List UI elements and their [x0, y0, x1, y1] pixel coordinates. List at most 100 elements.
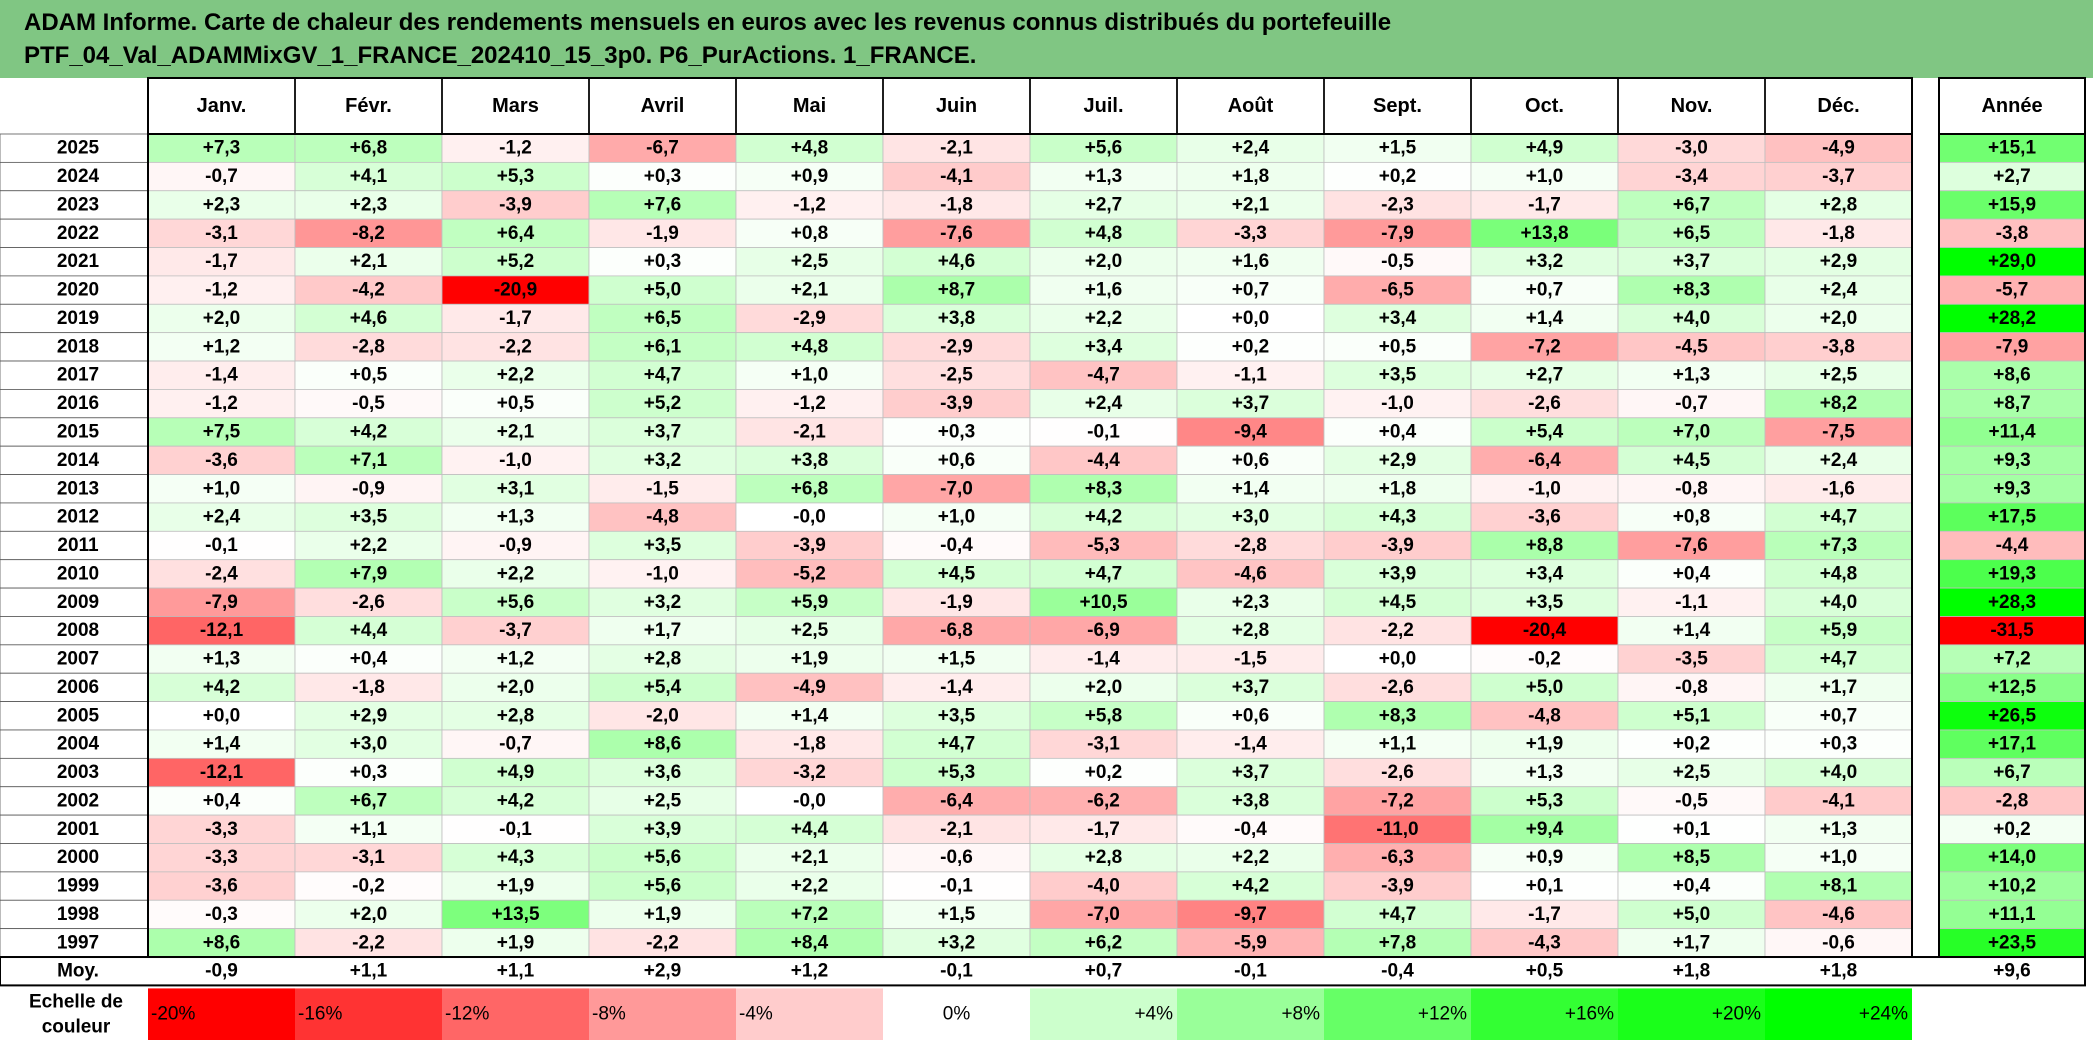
heatmap-cell: [1470, 190, 1619, 220]
heatmap-cell: [1323, 303, 1472, 334]
heatmap-cell: [735, 559, 884, 589]
heatmap-cell: [147, 701, 296, 731]
cell-value-label: -1,0: [499, 450, 532, 471]
heatmap-cell: [735, 502, 884, 532]
cell-value-label: +1,9: [497, 876, 535, 897]
cell-value-label: -3,9: [499, 194, 532, 215]
cell-value-label: +6,8: [350, 138, 388, 159]
cell-value-label: -12,1: [200, 620, 244, 641]
cell-value-label: +8,2: [1820, 393, 1858, 414]
heatmap-cell: [1323, 190, 1472, 220]
heatmap-cell: [1323, 814, 1472, 844]
heatmap-cell: [1176, 871, 1325, 901]
annual-value-label: +14,0: [1988, 847, 2036, 868]
cell-value-label: +0,4: [1673, 876, 1711, 897]
scale-swatch: [1030, 988, 1177, 1040]
cell-value-label: +3,4: [1379, 308, 1417, 329]
heatmap-cell: [441, 474, 590, 504]
heatmap-cell: [1617, 218, 1766, 248]
cell-value-label: -4,8: [646, 507, 679, 528]
cell-value-label: -2,2: [499, 336, 532, 357]
column-header-label: Févr.: [345, 95, 392, 117]
heatmap-cell: [1764, 757, 1913, 788]
cell-value-label: +0,8: [791, 223, 829, 244]
year-cell: [0, 417, 149, 447]
heatmap-cell: [1323, 587, 1472, 617]
heatmap-cell: [735, 871, 884, 901]
cell-value-label: -5,3: [1087, 535, 1120, 556]
heatmap-cell: [1176, 899, 1325, 930]
row-label-year: 2007: [57, 649, 99, 670]
heatmap-cell: [1470, 218, 1619, 248]
cell-value-label: -2,6: [1381, 762, 1414, 783]
cell-value-label: +3,5: [1526, 592, 1564, 613]
cell-value-label: -2,9: [793, 308, 826, 329]
heatmap-cell: [294, 644, 443, 674]
scale-step-label: -20%: [151, 1004, 195, 1025]
cell-value-label: -4,4: [1087, 450, 1120, 471]
heatmap-cell: [588, 218, 737, 248]
heatmap-cell: [1470, 502, 1619, 532]
row-label-year: 2002: [57, 790, 99, 811]
heatmap-cell: [147, 389, 296, 419]
annual-cell: [1938, 247, 2086, 277]
heatmap-cell: [588, 559, 737, 589]
cell-value-label: -2,1: [793, 421, 826, 442]
heatmap-cell: [1323, 247, 1472, 277]
row-label-year: 2019: [57, 308, 99, 329]
cell-value-label: +2,5: [791, 620, 829, 641]
cell-value-label: -1,2: [205, 280, 238, 301]
cell-value-label: -4,7: [1087, 365, 1120, 386]
heatmap-cell: [735, 218, 884, 248]
cell-value-label: -0,1: [1087, 421, 1120, 442]
cell-value-label: +0,0: [1379, 649, 1417, 670]
cell-value-label: +8,3: [1379, 705, 1417, 726]
cell-value-label: +2,8: [1085, 847, 1123, 868]
average-annual-label: +9,6: [1993, 961, 2031, 982]
heatmap-cell: [1470, 417, 1619, 447]
heatmap-cell: [147, 843, 296, 873]
heatmap-cell: [1617, 843, 1766, 873]
row-label-year: 2015: [57, 421, 100, 442]
cell-value-label: +0,0: [1232, 308, 1270, 329]
annual-value-label: +6,7: [1993, 762, 2031, 783]
heatmap-cell: [1176, 701, 1325, 731]
heatmap-cell: [147, 502, 296, 532]
cell-value-label: +5,4: [1526, 421, 1564, 442]
row-label-year: 1999: [57, 876, 99, 897]
heatmap-cell: [1617, 871, 1766, 901]
cell-value-label: -4,6: [1234, 563, 1267, 584]
row-label-year: 2005: [57, 705, 100, 726]
cell-value-label: -1,8: [793, 734, 826, 755]
cell-value-label: -5,9: [1234, 932, 1267, 953]
cell-value-label: +2,2: [350, 535, 388, 556]
cell-value-label: +3,8: [791, 450, 829, 471]
annual-value-label: +15,9: [1988, 194, 2036, 215]
cell-value-label: +0,5: [1379, 336, 1417, 357]
cell-value-label: -6,7: [646, 138, 679, 159]
cell-value-label: +0,2: [1085, 762, 1123, 783]
heatmap-cell: [1764, 672, 1913, 702]
row-label-year: 1997: [57, 932, 99, 953]
cell-value-label: +2,7: [1526, 365, 1564, 386]
cell-value-label: +4,4: [791, 819, 829, 840]
cell-value-label: +1,6: [1085, 280, 1123, 301]
average-value-label: +1,8: [1673, 961, 1711, 982]
cell-value-label: +0,4: [1673, 563, 1711, 584]
heatmap-cell: [1029, 644, 1178, 674]
heatmap-cell: [1029, 133, 1178, 163]
heatmap-cell: [882, 871, 1031, 901]
cell-value-label: +1,9: [791, 649, 829, 670]
row-label-year: 2001: [57, 819, 100, 840]
cell-value-label: +1,9: [644, 904, 682, 925]
cell-value-label: +4,5: [1379, 592, 1417, 613]
cell-value-label: +9,4: [1526, 819, 1564, 840]
heatmap-cell: [1470, 701, 1619, 731]
scale-step-label: +12%: [1418, 1004, 1467, 1025]
cell-value-label: +0,2: [1673, 734, 1711, 755]
row-label-year: 2004: [57, 734, 100, 755]
heatmap-cell: [294, 474, 443, 504]
heatmap-cell: [1176, 445, 1325, 475]
cell-value-label: -1,2: [205, 393, 238, 414]
annual-value-label: +11,1: [1988, 904, 2035, 925]
